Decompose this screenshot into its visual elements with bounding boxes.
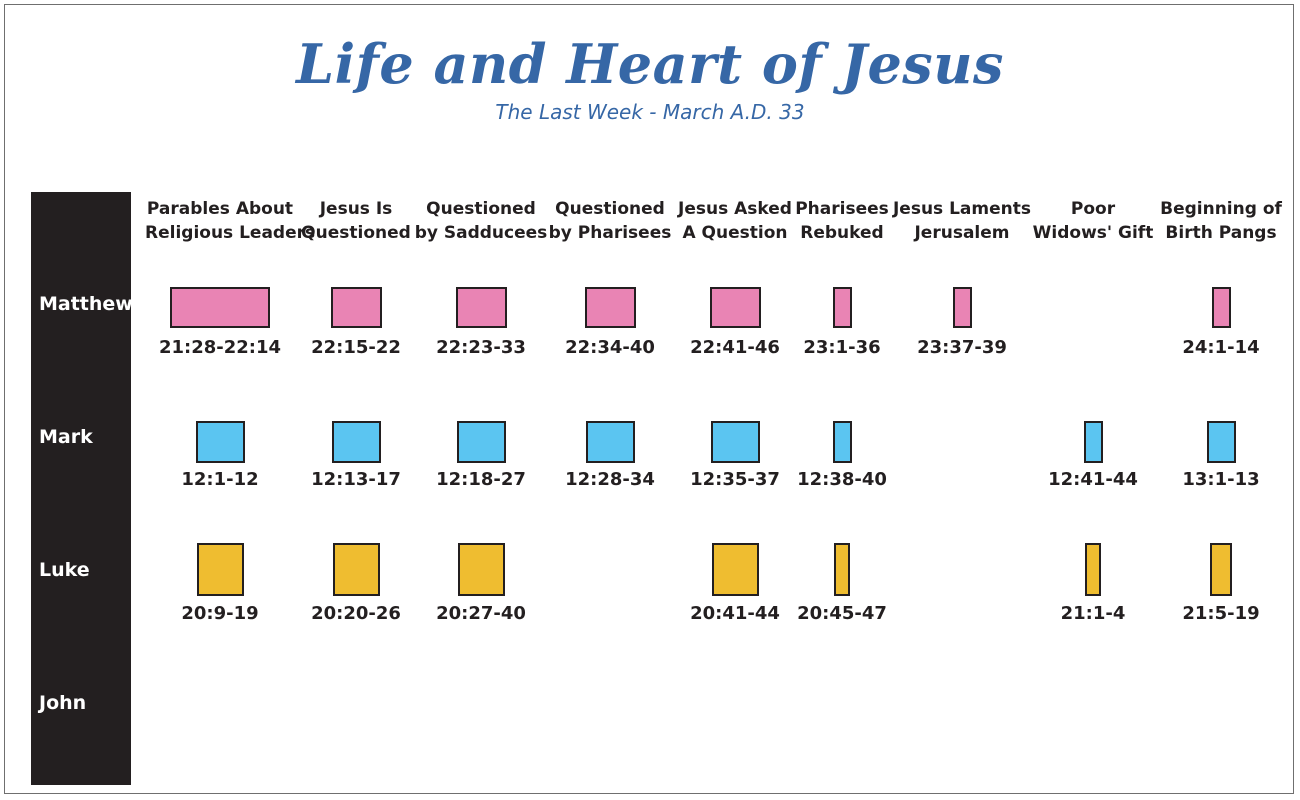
column-header-line: Jesus Laments — [892, 199, 1031, 219]
passage-ref-matthew-laments: 23:37-39 — [917, 337, 1007, 358]
column-header-line: Religious Leaders — [145, 223, 316, 243]
column-header-jesus-asked: Jesus Asked A Question — [660, 197, 810, 245]
column-header-line: Questioned — [555, 199, 665, 219]
passage-box-luke-pharisees-rebuked — [834, 543, 850, 596]
passage-ref-matthew-jesus-asked: 22:41-46 — [690, 337, 780, 358]
passage-ref-matthew-pharisees-rebuked: 23:1-36 — [803, 337, 881, 358]
passage-box-mark-widows-gift — [1083, 421, 1103, 463]
passage-box-matthew-jesus-asked — [709, 287, 761, 328]
column-header-line: Questioned — [426, 199, 536, 219]
column-header-line: Pharisees — [795, 199, 889, 219]
passage-box-mark-sadducees — [456, 421, 506, 463]
column-header-line: A Question — [682, 223, 788, 243]
passage-box-mark-pharisees-rebuked — [832, 421, 852, 463]
passage-ref-matthew-birth-pangs: 24:1-14 — [1182, 337, 1260, 358]
passage-ref-mark-birth-pangs: 13:1-13 — [1182, 469, 1260, 490]
passage-ref-mark-widows-gift: 12:41-44 — [1048, 469, 1138, 490]
passage-box-mark-birth-pangs — [1206, 421, 1236, 463]
passage-box-matthew-parables — [170, 287, 270, 328]
column-header-line: Jerusalem — [914, 223, 1010, 243]
column-header-line: by Sadducees — [414, 223, 548, 243]
passage-ref-luke-parables: 20:9-19 — [181, 603, 259, 624]
page-subtitle: The Last Week - March A.D. 33 — [495, 100, 805, 124]
column-header-sadducees: Questioned by Sadducees — [406, 197, 556, 245]
passage-box-matthew-pharisees-rebuked — [832, 287, 852, 328]
gospel-label-mark: Mark — [39, 426, 93, 448]
gospel-label-john: John — [39, 692, 87, 714]
passage-box-luke-jesus-asked — [711, 543, 759, 596]
passage-box-luke-widows-gift — [1085, 543, 1101, 596]
passage-box-luke-birth-pangs — [1210, 543, 1232, 596]
passage-box-matthew-pharisees-questioned — [584, 287, 636, 328]
passage-box-luke-jesus-questioned — [332, 543, 380, 596]
passage-box-mark-parables — [195, 421, 245, 463]
passage-ref-luke-widows-gift: 21:1-4 — [1060, 603, 1126, 624]
passage-ref-matthew-parables: 21:28-22:14 — [158, 337, 282, 358]
passage-ref-mark-parables: 12:1-12 — [181, 469, 259, 490]
column-header-line: Jesus Is — [319, 199, 393, 219]
passage-ref-matthew-pharisees-questioned: 22:34-40 — [565, 337, 655, 358]
column-header-pharisees-rebuked: Pharisees Rebuked — [767, 197, 917, 245]
column-header-line: by Pharisees — [548, 223, 672, 243]
column-header-line: Jesus Asked — [678, 199, 792, 219]
gospel-label-luke: Luke — [39, 559, 90, 581]
passage-box-matthew-laments — [952, 287, 972, 328]
passage-ref-mark-pharisees-rebuked: 12:38-40 — [797, 469, 887, 490]
chart-frame — [4, 4, 1294, 794]
passage-ref-mark-jesus-questioned: 12:13-17 — [311, 469, 401, 490]
passage-box-matthew-birth-pangs — [1211, 287, 1231, 328]
column-header-birth-pangs: Beginning of Birth Pangs — [1146, 197, 1296, 245]
column-header-widows-gift: Poor Widows' Gift — [1018, 197, 1168, 245]
passage-box-matthew-jesus-questioned — [330, 287, 382, 328]
column-header-line: Widows' Gift — [1032, 223, 1154, 243]
passage-ref-matthew-sadducees: 22:23-33 — [436, 337, 526, 358]
column-header-parables: Parables About Religious Leaders — [145, 197, 316, 245]
gospel-label-matthew: Matthew — [39, 293, 133, 315]
passage-ref-mark-pharisees-questioned: 12:28-34 — [565, 469, 655, 490]
passage-box-luke-sadducees — [457, 543, 505, 596]
passage-ref-matthew-jesus-questioned: 22:15-22 — [311, 337, 401, 358]
column-header-laments: Jesus Laments Jerusalem — [887, 197, 1037, 245]
gospel-sidebar — [31, 192, 131, 785]
column-header-line: Rebuked — [800, 223, 884, 243]
column-header-line: Beginning of — [1160, 199, 1282, 219]
column-header-line: Parables About — [146, 199, 294, 219]
passage-box-mark-pharisees-questioned — [585, 421, 635, 463]
passage-box-mark-jesus-asked — [710, 421, 760, 463]
column-header-pharisees-questioned: Questioned by Pharisees — [535, 197, 685, 245]
passage-ref-luke-sadducees: 20:27-40 — [436, 603, 526, 624]
passage-ref-luke-pharisees-rebuked: 20:45-47 — [797, 603, 887, 624]
page-title: Life and Heart of Jesus — [296, 32, 1004, 96]
passage-box-mark-jesus-questioned — [331, 421, 381, 463]
passage-ref-mark-sadducees: 12:18-27 — [436, 469, 526, 490]
passage-ref-luke-birth-pangs: 21:5-19 — [1182, 603, 1260, 624]
passage-box-matthew-sadducees — [455, 287, 507, 328]
passage-ref-luke-jesus-questioned: 20:20-26 — [311, 603, 401, 624]
passage-ref-mark-jesus-asked: 12:35-37 — [690, 469, 780, 490]
passage-box-luke-parables — [196, 543, 244, 596]
column-header-line: Poor — [1070, 199, 1116, 219]
column-header-jesus-questioned: Jesus Is Questioned — [281, 197, 431, 245]
column-header-line: Birth Pangs — [1165, 223, 1277, 243]
passage-ref-luke-jesus-asked: 20:41-44 — [690, 603, 780, 624]
column-header-line: Questioned — [301, 223, 411, 243]
